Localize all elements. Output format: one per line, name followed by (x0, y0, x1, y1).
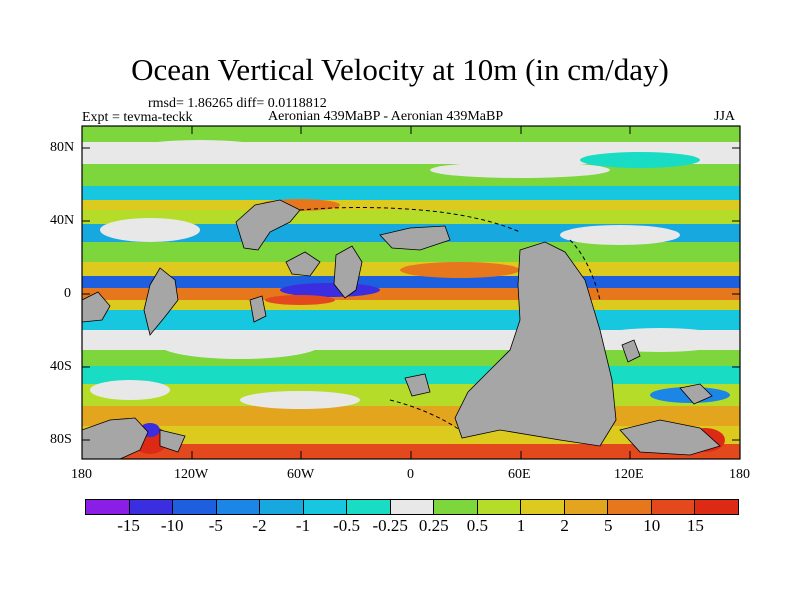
colorbar-label: -10 (160, 516, 184, 535)
colorbar-segment (260, 500, 304, 514)
coastline-trace (569, 239, 601, 301)
comparison-label: Aeronian 439MaBP - Aeronian 439MaBP (268, 109, 504, 124)
band-north-yellow (82, 200, 740, 210)
land-mass (285, 251, 321, 277)
patch-white (100, 218, 200, 242)
colorbar-segment (521, 500, 565, 514)
land-mass (621, 339, 641, 363)
patch-cyan (580, 152, 700, 168)
band-south-cyan (82, 310, 740, 330)
y-ticks (82, 147, 740, 441)
colorbar (85, 499, 739, 515)
colorbar-segment (303, 500, 348, 514)
patch-white (430, 162, 610, 178)
patch-white (240, 391, 360, 409)
colorbar-segment (608, 500, 652, 514)
patch-orange (400, 262, 520, 278)
colorbar-label: -0.5 (333, 516, 361, 535)
colorbar-label: 1 (516, 516, 526, 535)
colorbar-label: 5 (603, 516, 613, 535)
band-equator-blue (82, 276, 740, 288)
coastline-trace (389, 399, 461, 431)
colorbar-segment (695, 500, 738, 514)
colorbar-label: -0.25 (372, 516, 408, 535)
land-mass (82, 291, 111, 323)
land-mass (379, 225, 451, 251)
colorbar-label: 10 (643, 516, 661, 535)
colorbar-label: -5 (208, 516, 223, 535)
x-axis-label: 60W (287, 467, 315, 482)
colorbar-label: 15 (686, 516, 704, 535)
x-axis-label: 180 (71, 467, 92, 482)
colorbar-segment (651, 500, 696, 514)
colorbar-segment (477, 500, 522, 514)
x-axis-label: 60E (508, 467, 531, 482)
land-mass (159, 429, 186, 453)
colorbar-label: 0.25 (418, 516, 449, 535)
y-axis-label: 40N (50, 213, 75, 228)
coastline-trace (299, 207, 521, 233)
colorbar-segment (86, 500, 130, 514)
colorbar-label: -1 (295, 516, 311, 535)
colorbar-segment (216, 500, 261, 514)
land-mass (679, 383, 713, 405)
y-axis-label: 40S (50, 359, 72, 374)
x-ticks (81, 126, 631, 459)
land-mass (82, 417, 149, 459)
colorbar-segment (129, 500, 174, 514)
patch-white (130, 140, 270, 160)
land-mass (249, 295, 267, 323)
x-axis-label: 180 (729, 467, 750, 482)
colorbar-segment (434, 500, 478, 514)
patch-blue (280, 283, 380, 297)
land-mass (404, 373, 431, 397)
land-mass (619, 419, 721, 456)
y-axis-label: 0 (64, 286, 71, 301)
colorbar-segment (564, 500, 609, 514)
colorbar-segment (173, 500, 217, 514)
y-axis-label: 80N (50, 140, 75, 155)
band-north-cyan (82, 186, 740, 200)
band-equator-orange (82, 288, 740, 300)
patch-white (590, 328, 730, 352)
stats-text: rmsd= 1.86265 diff= 0.0118812 (148, 96, 327, 111)
colorbar-segment (347, 500, 391, 514)
x-axis-label: 0 (407, 467, 414, 482)
land-mass (333, 245, 363, 299)
season-label: JJA (714, 109, 736, 124)
y-axis-label: 80S (50, 432, 72, 447)
patch-white (90, 380, 170, 400)
land-mass (235, 199, 301, 251)
band-southern-orange (82, 406, 740, 426)
land-mass (143, 267, 179, 336)
colorbar-segment (390, 500, 435, 514)
x-axis-label: 120W (174, 467, 209, 482)
x-axis-label: 120E (614, 467, 644, 482)
colorbar-label: 0.5 (466, 516, 489, 535)
map-title: Ocean Vertical Velocity at 10m (in cm/da… (131, 52, 669, 87)
land-mass (454, 241, 617, 447)
experiment-label: Expt = tevma-teckk (82, 110, 193, 125)
band-south-yellow (82, 300, 740, 310)
patch-white (560, 225, 680, 245)
patch-red (265, 295, 335, 305)
patch-white (160, 331, 320, 359)
colorbar-label: 2 (560, 516, 569, 535)
colorbar-label: -2 (252, 516, 267, 535)
colorbar-label: -15 (117, 516, 140, 535)
